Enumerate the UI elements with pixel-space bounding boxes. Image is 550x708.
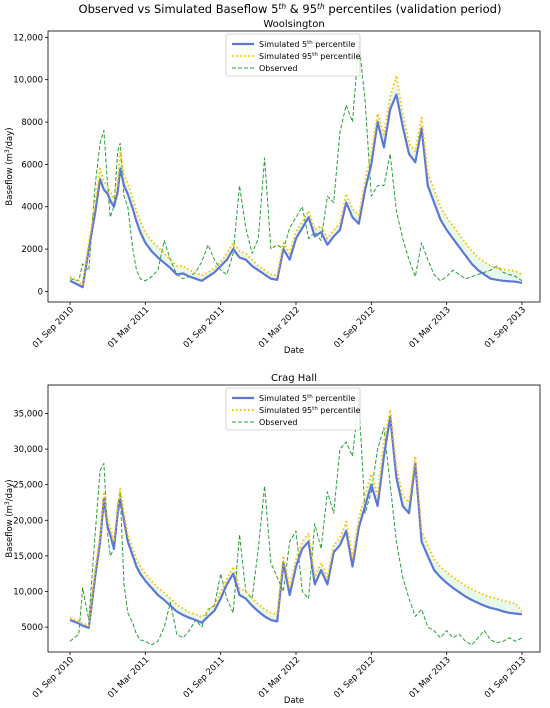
x-tick-label: 01 Mar 2011 — [106, 655, 151, 700]
x-tick-label: 01 Mar 2013 — [408, 655, 453, 700]
uncertainty-band — [70, 75, 522, 288]
y-tick-label: 10,000 — [13, 76, 43, 86]
y-tick-label: 0 — [38, 287, 43, 297]
legend: Simulated 5th percentile Simulated 95th p… — [225, 387, 360, 431]
series-simulated-5th — [69, 93, 523, 289]
y-tick-label: 12,000 — [13, 33, 43, 43]
legend-label: Simulated 95th percentile — [259, 406, 360, 415]
y-tick-label: 10,000 — [13, 587, 43, 597]
series-observed — [69, 41, 523, 282]
x-tick-label: 01 Sep 2012 — [332, 305, 377, 350]
y-axis-label: Baseflow (m3/day) — [4, 479, 16, 557]
x-tick-label: 01 Mar 2011 — [106, 305, 151, 350]
subplot-title: Crag Hall — [271, 373, 317, 384]
subplot-title: Woolsington — [263, 19, 324, 30]
legend-label: Observed — [259, 64, 298, 73]
x-tick-label: 01 Sep 2011 — [182, 655, 227, 700]
y-tick-label: 30,000 — [13, 445, 43, 455]
x-tick-label: 01 Mar 2013 — [408, 305, 453, 350]
x-tick-label: 01 Sep 2013 — [483, 655, 528, 700]
chart-crag-hall: Crag Hall 5000 10,000 15,000 20,000 25,000 30,… — [4, 373, 541, 706]
series-simulated-95th — [69, 408, 523, 627]
y-tick-label: 4000 — [21, 203, 43, 213]
x-axis-label: Date — [284, 696, 304, 706]
y-tick-label: 35,000 — [13, 409, 43, 419]
chart-woolsington: Woolsington 0 2000 4000 6000 8000 10,000 12,000… — [4, 19, 541, 356]
x-tick-label: 01 Sep 2012 — [332, 655, 377, 700]
legend-label: Simulated 5th percentile — [259, 394, 355, 403]
figure-title: Observed vs Simulated Baseflow 5th & 95t… — [79, 2, 502, 17]
x-axis-label: Date — [284, 346, 304, 356]
y-tick-label: 2000 — [21, 245, 43, 255]
series-simulated-5th — [69, 415, 523, 629]
y-tick-label: 5000 — [21, 623, 43, 633]
x-tick-label: 01 Mar 2012 — [257, 655, 302, 700]
legend: Simulated 5th percentile Simulated 95th p… — [225, 33, 360, 77]
y-tick-label: 15,000 — [13, 552, 43, 562]
y-tick-label: 8000 — [21, 118, 43, 128]
x-tick-label: 01 Sep 2011 — [182, 305, 227, 350]
y-tick-label: 6000 — [21, 160, 43, 170]
x-tick-label: 01 Sep 2013 — [483, 305, 528, 350]
legend-label: Simulated 95th percentile — [259, 52, 360, 61]
y-tick-label: 20,000 — [13, 516, 43, 526]
x-tick-label: 01 Sep 2010 — [31, 305, 76, 350]
legend-label: Simulated 5th percentile — [259, 40, 355, 49]
x-tick-label: 01 Mar 2012 — [257, 305, 302, 350]
series-simulated-95th — [69, 74, 523, 287]
y-tick-label: 25,000 — [13, 481, 43, 491]
y-axis-label: Baseflow (m3/day) — [4, 127, 16, 205]
legend-label: Observed — [259, 418, 298, 427]
x-tick-label: 01 Sep 2010 — [31, 655, 76, 700]
